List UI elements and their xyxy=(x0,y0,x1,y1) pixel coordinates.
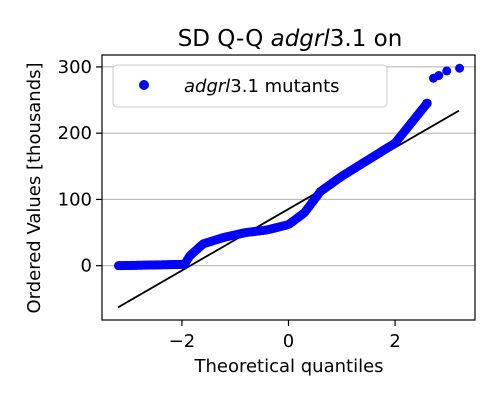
axis-ticks: −2 0 2 0 100 200 300 xyxy=(58,57,401,352)
data-point-outlier xyxy=(455,63,465,73)
fit-line xyxy=(117,109,460,309)
legend-marker xyxy=(139,80,149,90)
x-tick-label-0: −2 xyxy=(169,331,196,352)
y-axis-label: Ordered Values [thousands] xyxy=(24,62,45,313)
y-tick-label-3: 300 xyxy=(58,57,92,78)
legend-box xyxy=(112,64,388,108)
data-point xyxy=(422,98,432,108)
legend: adgrl3.1 mutants xyxy=(112,64,388,108)
y-tick-label-1: 100 xyxy=(58,189,92,210)
fit-line-group xyxy=(117,109,460,309)
chart-title: SD Q-Q adgrl3.1 on xyxy=(178,26,403,52)
y-tick-label-0: 0 xyxy=(81,256,92,277)
data-point-outlier xyxy=(434,71,444,81)
x-axis-label: Theoretical quantiles xyxy=(193,356,383,377)
data-points xyxy=(113,63,465,271)
legend-label: adgrl3.1 mutants xyxy=(184,76,340,97)
x-tick-label-1: 0 xyxy=(283,331,294,352)
y-tick-label-2: 200 xyxy=(58,123,92,144)
x-tick-label-2: 2 xyxy=(389,331,400,352)
data-point-outlier xyxy=(442,66,452,76)
